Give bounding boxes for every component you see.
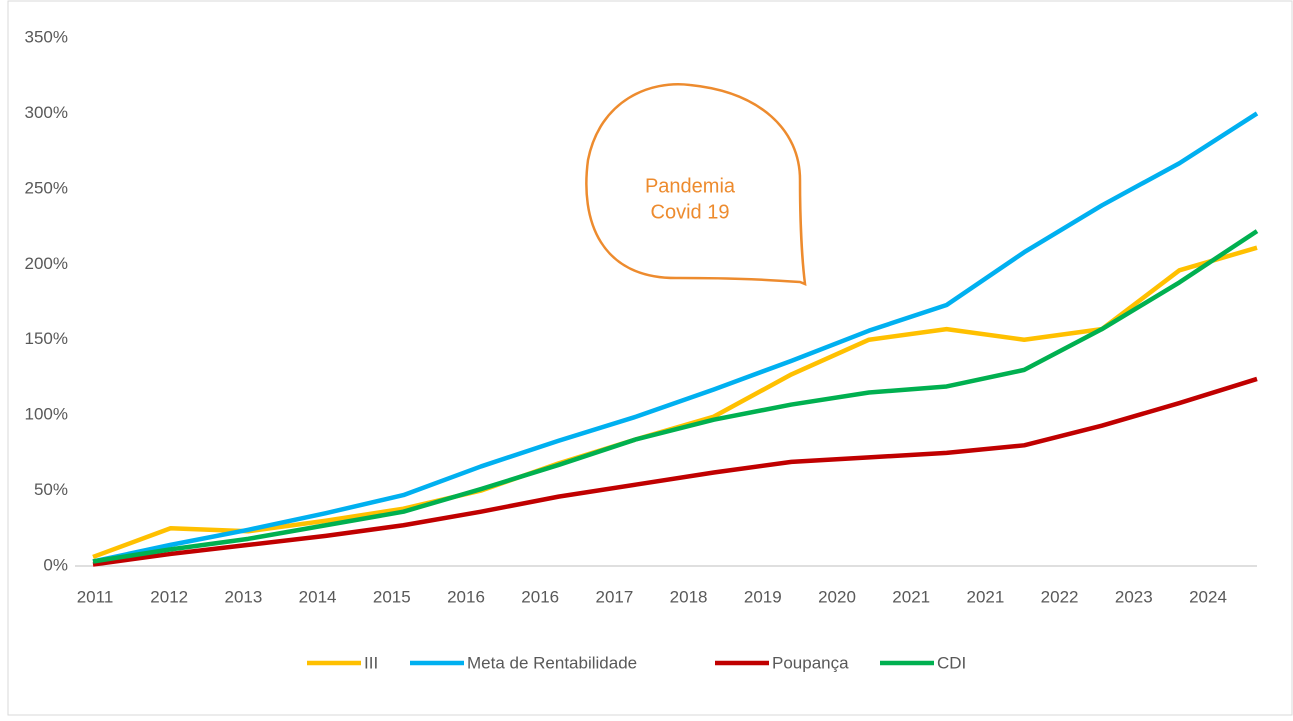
chart-border: [7, 0, 1293, 716]
y-tick-label: 200%: [25, 254, 68, 273]
x-tick-label: 2023: [1115, 587, 1153, 606]
y-tick-label: 50%: [34, 480, 68, 499]
x-tick-label: 2024: [1189, 587, 1227, 606]
x-tick-label: 2016: [447, 587, 485, 606]
speech-bubble: [585, 83, 807, 286]
x-tick-label: 2013: [224, 587, 262, 606]
x-tick-label: 2011: [77, 587, 114, 606]
x-tick-label: 2019: [744, 587, 782, 606]
legend-label: III: [364, 653, 378, 672]
annotation: Pandemia: [645, 175, 736, 197]
x-tick-label: 2015: [373, 587, 411, 606]
x-tick-label: 2016: [521, 587, 559, 606]
x-tick-label: 2018: [670, 587, 708, 606]
annotation: Covid 19: [651, 201, 730, 223]
series-line: [92, 376, 1258, 567]
legend-label: CDI: [937, 653, 966, 672]
x-tick-label: 2020: [818, 587, 856, 606]
series-line: [92, 111, 1259, 564]
x-tick-label: 2014: [299, 587, 337, 606]
legend-label: Meta de Rentabilidade: [467, 653, 637, 672]
x-tick-label: 2017: [595, 587, 633, 606]
x-tick-label: 2022: [1041, 587, 1079, 606]
y-tick-label: 300%: [25, 103, 68, 122]
y-tick-label: 350%: [25, 27, 68, 46]
x-tick-label: 2012: [150, 587, 188, 606]
x-tick-label: 2021: [966, 587, 1004, 606]
legend-label: Poupança: [772, 653, 849, 672]
y-tick-label: 150%: [25, 329, 68, 348]
series-line: [92, 229, 1259, 564]
x-tick-label: 2021: [892, 587, 930, 606]
y-tick-label: 0%: [43, 555, 68, 574]
y-tick-label: 100%: [25, 405, 68, 424]
y-tick-label: 250%: [25, 178, 68, 197]
